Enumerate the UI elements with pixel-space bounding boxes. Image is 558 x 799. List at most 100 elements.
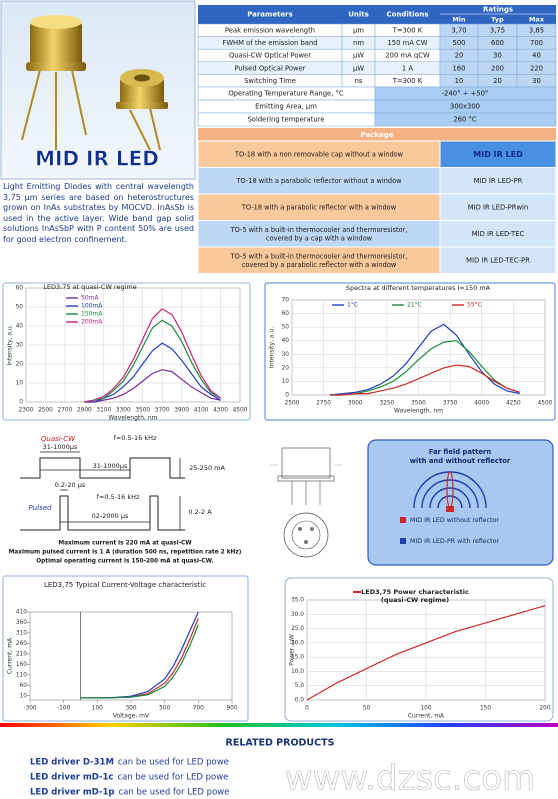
diagram-label: 31-1000μs xyxy=(43,443,78,451)
mode-label: Quasi-CW xyxy=(41,435,76,443)
package-description: TO-18 with a non removable cap without a… xyxy=(234,151,404,159)
package-description: TO-5 with a built-in thermocooler and th… xyxy=(230,252,408,260)
subheader-cell: Max xyxy=(529,16,545,24)
y-axis-label: Current, mA xyxy=(7,637,14,674)
wave-arc xyxy=(429,487,471,509)
table-text: 200 mA qCW xyxy=(385,52,430,60)
y-tick-label: 35.0 xyxy=(291,598,304,604)
chart-title: LED3,75 Typical Current-Voltage characte… xyxy=(44,581,206,589)
package-name: MID IR LED-PR xyxy=(474,177,523,185)
emitter xyxy=(446,506,454,512)
package-header: Package xyxy=(361,131,394,139)
y-tick-label: 30 xyxy=(16,343,24,349)
product-name: LED driver mD-1c xyxy=(30,773,113,783)
diagram-label: f=0.5-16 kHz xyxy=(114,434,157,442)
x-tick-label: 200 xyxy=(539,706,550,712)
package-description: TO-18 with a parabolic reflector without… xyxy=(236,177,403,185)
y-tick-label: 0.0 xyxy=(295,698,305,704)
y-tick-label: 5.0 xyxy=(295,683,305,689)
waveform xyxy=(20,457,185,479)
series-line xyxy=(84,319,221,403)
x-tick-label: 0 xyxy=(305,706,309,712)
wave-arc xyxy=(437,495,463,509)
table-text: Operating Temperature Range, °C xyxy=(228,90,344,98)
x-tick-label: 2500 xyxy=(38,408,53,414)
table-text: 160 xyxy=(453,64,466,72)
x-tick-label: 4500 xyxy=(538,401,553,407)
legend-swatch xyxy=(400,538,406,544)
y-axis-label: Intensity, a.u. xyxy=(7,324,14,365)
y-tick-label: 50 xyxy=(282,325,290,331)
x-axis-label: Current, mA xyxy=(408,713,445,720)
legend-label: 1°C xyxy=(347,302,358,309)
legend-label: 21°C xyxy=(407,302,422,309)
y-tick-label: 0 xyxy=(19,400,23,406)
y-tick-label: 20.0 xyxy=(291,640,304,646)
y-tick-label: 20 xyxy=(16,362,24,368)
package-name-cell xyxy=(439,246,557,274)
x-tick-label: 3750 xyxy=(443,401,458,407)
product-text: can be used for LED powe xyxy=(118,758,229,768)
table-text: 200 xyxy=(491,64,504,72)
x-tick-label: 2900 xyxy=(77,408,92,414)
header-cell: Units xyxy=(348,11,369,19)
chart-title: (quasi-CW regime) xyxy=(381,596,449,604)
series-line xyxy=(306,605,546,701)
y-tick-label: 60 xyxy=(282,311,290,317)
x-tick-label: 4000 xyxy=(474,401,489,407)
table-text: 30 xyxy=(532,77,541,85)
table-text: Quasi-CW Optical Power xyxy=(229,52,311,60)
series-line xyxy=(84,369,221,403)
diagram-label: 02-2000 μs xyxy=(92,512,129,520)
table-header-bg xyxy=(198,5,556,24)
legend-label: 100mA xyxy=(81,303,103,310)
product-label: MID IR LED xyxy=(35,147,159,171)
description: Light Emitting Diodes with central wavel… xyxy=(3,182,194,244)
package-side xyxy=(281,447,331,479)
chart-title: LED3,75 at quasi-CW regime xyxy=(43,283,136,291)
x-tick-label: 700 xyxy=(193,706,204,712)
y-axis-label: Intensity, a.u. xyxy=(269,327,276,368)
y-tick-label: 30 xyxy=(282,352,290,358)
y-tick-label: 40 xyxy=(16,324,24,330)
package-cell xyxy=(197,246,441,274)
x-tick-label: 3700 xyxy=(155,408,170,414)
y-tick-label: 25.0 xyxy=(291,626,304,632)
table-text: nm xyxy=(353,39,364,47)
table-text: 1 A xyxy=(402,64,413,72)
package-name: MID IR LED xyxy=(473,150,523,159)
product-text: can be used for LED powe xyxy=(118,788,229,798)
table-text: 600 xyxy=(491,39,504,47)
wave-arc xyxy=(421,479,479,509)
x-tick-label: 4500 xyxy=(233,408,248,414)
table-text: 20 xyxy=(455,52,464,60)
subheader-cell: Min xyxy=(452,16,466,24)
table-text: 3,70 xyxy=(451,27,466,35)
x-tick-label: 3500 xyxy=(411,401,426,407)
y-tick-label: 70 xyxy=(282,298,290,304)
table-text: Emitting Area, μm xyxy=(255,103,317,111)
package-name: MID IR LED-PRwin xyxy=(468,204,529,212)
table-text: T=300 K xyxy=(392,77,423,85)
x-tick-label: 150 xyxy=(480,706,491,712)
y-tick-label: 10 xyxy=(20,693,28,699)
legend-swatch xyxy=(400,517,406,523)
product-text: can be used for LED powe xyxy=(117,773,228,783)
series-line xyxy=(84,308,221,403)
table-text: μm xyxy=(353,27,364,35)
header-cell: Ratings xyxy=(483,6,513,14)
table-text: 20 xyxy=(493,77,502,85)
y-tick-label: 20 xyxy=(282,365,290,371)
pin xyxy=(304,540,308,544)
x-tick-label: 900 xyxy=(226,706,237,712)
y-tick-label: 110 xyxy=(16,672,27,678)
package-name: MID IR LED-TEC xyxy=(472,230,525,238)
table-text: 150 mA CW xyxy=(387,39,427,47)
y-tick-label: 60 xyxy=(16,286,24,292)
x-axis-label: Voltage, mV xyxy=(113,713,150,720)
diagram-label: 0.2-2 A xyxy=(188,508,212,516)
x-tick-label: 2300 xyxy=(19,408,34,414)
x-tick-label: 100 xyxy=(420,706,431,712)
y-tick-label: 310 xyxy=(16,630,27,636)
pin xyxy=(298,527,302,531)
